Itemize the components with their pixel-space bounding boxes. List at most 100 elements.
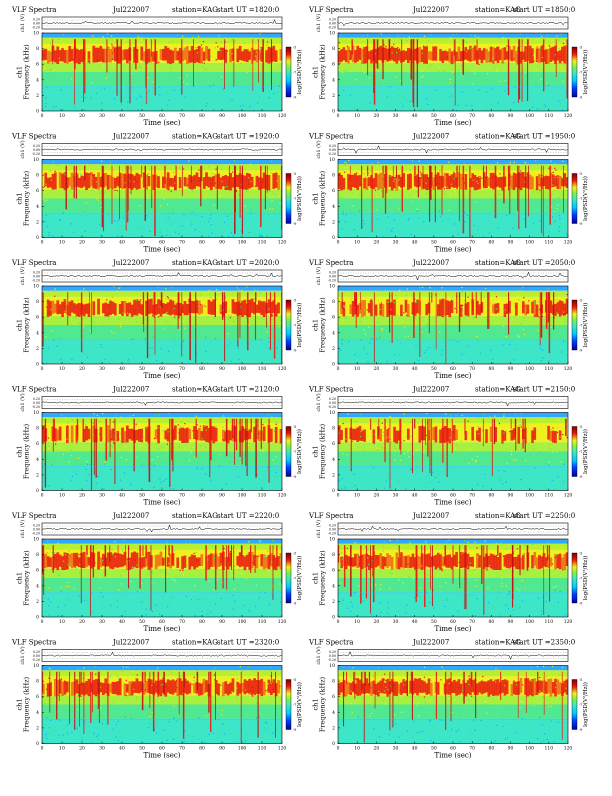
- spectrogram-noise-dot: [61, 587, 62, 588]
- spectrogram-noise-dot: [128, 361, 129, 362]
- spectrogram-energy-cell: [354, 429, 357, 440]
- panel-date-label: Jul222007: [112, 639, 149, 647]
- spectrogram-noise-dot: [269, 604, 270, 605]
- spectrogram-noise-dot: [451, 95, 452, 96]
- spectrogram-noise-dot: [509, 344, 510, 345]
- spectrogram-noise-dot: [508, 608, 509, 609]
- spectrogram-noise-dot: [410, 422, 411, 423]
- x-tick-label: 10: [59, 619, 65, 625]
- spectrogram-noise-dot: [466, 51, 467, 52]
- x-tick-label: 0: [41, 240, 44, 246]
- spectrogram-noise-dot: [500, 325, 501, 326]
- spectrogram-noise-dot: [426, 358, 427, 359]
- spectrogram-band: [42, 72, 282, 86]
- y-tick-label: 2: [332, 472, 335, 478]
- spectrogram-noise-dot: [410, 234, 411, 235]
- spectrogram-energy-cell: [375, 305, 378, 316]
- spectrogram-energy-cell: [150, 679, 153, 694]
- spectrogram-noise-dot: [201, 335, 202, 336]
- spectrogram-energy-cell: [453, 680, 456, 693]
- spectrogram-noise-dot: [214, 675, 215, 676]
- spectrogram-noise-dot: [386, 480, 387, 481]
- spectrogram-noise-dot: [230, 99, 231, 100]
- spectrogram-noise-dot: [162, 487, 163, 488]
- spectrogram-noise-dot: [148, 712, 149, 713]
- spectrogram-noise-dot: [251, 687, 252, 688]
- spectrogram-noise-dot: [267, 103, 268, 104]
- spectrogram-noise-dot: [154, 438, 155, 439]
- spectrogram-noise-dot: [359, 53, 360, 54]
- spectrogram-noise-dot: [249, 325, 250, 326]
- spectrogram-noise-dot: [52, 68, 53, 69]
- spectrogram-noise-dot: [513, 303, 514, 304]
- spectrogram-noise-dot: [169, 715, 170, 716]
- spectrogram-noise-dot: [523, 571, 524, 572]
- spectrogram-noise-dot: [359, 211, 360, 212]
- spectrogram-noise-dot: [180, 329, 181, 330]
- spectrogram-energy-cell: [109, 49, 112, 62]
- spectrogram-noise-dot: [180, 570, 181, 571]
- spectrogram-noise-dot: [141, 482, 142, 483]
- colorbar-label: log(PSD(V²/Hz)): [582, 303, 589, 348]
- spectrogram-energy-cell: [203, 679, 206, 694]
- spectrogram-noise-dot: [70, 563, 71, 564]
- spectrogram-energy-cell: [476, 430, 479, 440]
- spectrogram-noise-dot: [204, 306, 205, 307]
- spectrogram-noise-dot: [178, 165, 179, 166]
- x-tick-label: 80: [199, 746, 205, 752]
- spectrogram-noise-dot: [217, 579, 218, 580]
- spectrogram-noise-dot: [490, 350, 491, 351]
- spectrogram-noise-dot: [81, 215, 82, 216]
- spectrogram-noise-dot: [168, 217, 169, 218]
- spectrogram-noise-dot: [445, 582, 446, 583]
- spectrogram-energy-cell: [224, 681, 227, 693]
- spectrogram-noise-dot: [231, 53, 232, 54]
- spectrogram-noise-dot: [454, 417, 455, 418]
- spectrogram-noise-dot: [174, 90, 175, 91]
- spectrogram-noise-dot: [527, 570, 528, 571]
- spectrogram-energy-cell: [393, 48, 396, 62]
- spectrogram-noise-dot: [370, 463, 371, 464]
- spectrogram-noise-dot: [122, 551, 123, 552]
- spectrogram-noise-dot: [195, 616, 196, 617]
- spectrogram-noise-dot: [57, 615, 58, 616]
- spectrogram-noise-dot: [367, 104, 368, 105]
- spectrogram-noise-dot: [117, 606, 118, 607]
- spectrogram-noise-dot: [340, 582, 341, 583]
- spectrogram-noise-dot: [99, 224, 100, 225]
- spectrogram-noise-dot: [228, 315, 229, 316]
- spectrogram-noise-dot: [536, 38, 537, 39]
- spectrogram-noise-dot: [221, 348, 222, 349]
- spectrogram-noise-dot: [480, 81, 481, 82]
- waveform-tick-label: -0.20: [328, 279, 336, 283]
- spectrogram-energy-cell: [241, 51, 244, 60]
- spectrogram-noise-dot: [459, 93, 460, 94]
- spectrogram-noise-dot: [468, 421, 469, 422]
- spectrogram-energy-cell: [167, 48, 170, 64]
- spectrogram-noise-dot: [166, 542, 167, 543]
- spectrogram-noise-dot: [267, 689, 268, 690]
- spectrogram-noise-dot: [460, 581, 461, 582]
- spectrogram-noise-dot: [381, 612, 382, 613]
- spectrogram-noise-dot: [540, 109, 541, 110]
- spectrogram-noise-dot: [508, 557, 509, 558]
- spectrogram-noise-dot: [247, 553, 248, 554]
- spectrogram-energy-cell: [455, 552, 458, 567]
- spectrogram-noise-dot: [372, 439, 373, 440]
- spectrogram-noise-dot: [236, 191, 237, 192]
- spectrogram-noise-dot: [113, 440, 114, 441]
- x-tick-label: 40: [412, 113, 418, 119]
- spectrogram-noise-dot: [253, 71, 254, 72]
- spectrogram-noise-dot: [492, 359, 493, 360]
- panel-start-ut-label: start UT =1950:0: [513, 133, 575, 141]
- spectrogram-noise-dot: [188, 160, 189, 161]
- spectrogram-noise-dot: [233, 206, 234, 207]
- spectrogram-noise-dot: [227, 225, 228, 226]
- spectrogram-noise-dot: [92, 451, 93, 452]
- spectrogram-noise-dot: [450, 200, 451, 201]
- spectrogram-noise-dot: [203, 205, 204, 206]
- spectrogram-noise-dot: [50, 38, 51, 39]
- spectrogram-noise-dot: [396, 544, 397, 545]
- spectrogram-energy-cell: [80, 553, 83, 568]
- spectrogram-noise-dot: [347, 46, 348, 47]
